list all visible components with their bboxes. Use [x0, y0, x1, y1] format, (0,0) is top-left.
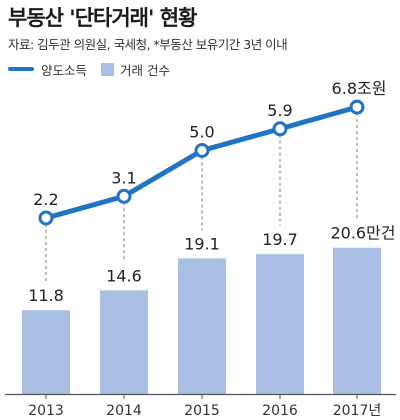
x-tick-label: 2015: [184, 403, 220, 419]
line-point: [194, 143, 210, 158]
bar: [22, 310, 70, 394]
line-point: [349, 99, 365, 115]
x-tick-label: 2013: [28, 403, 64, 419]
bar: [100, 290, 148, 394]
line-value-label: 2.2: [33, 190, 58, 209]
legend-line-label: 양도소득: [41, 62, 88, 78]
legend: 양도소득 거래 건수: [8, 60, 170, 78]
bar: [178, 258, 226, 394]
bar-value-label: 20.6만건: [330, 224, 395, 243]
x-tick-label: 2017년: [333, 403, 382, 419]
legend-bar-label: 거래 건수: [120, 62, 170, 78]
legend-line-swatch: [8, 67, 34, 71]
x-tick-label: 2014: [106, 403, 142, 419]
line-value-label: 5.0: [189, 123, 214, 142]
bar: [256, 254, 304, 394]
line-value-label: 5.9: [267, 101, 292, 120]
legend-bar-swatch: [101, 62, 115, 76]
line-value-label: 3.1: [111, 168, 136, 187]
bar-value-label: 19.7: [262, 230, 298, 249]
page-title: 부동산 '단타거래' 현황: [8, 6, 197, 30]
bar-value-label: 14.6: [106, 266, 142, 285]
source-note: 자료: 김두관 의원실, 국세청, *부동산 보유기간 3년 이내: [8, 37, 288, 52]
bar-value-label: 19.1: [184, 234, 220, 253]
x-tick-label: 2016: [262, 403, 298, 419]
line-point: [272, 121, 288, 137]
line-value-label: 6.8조원: [332, 79, 387, 98]
bar: [333, 247, 381, 394]
bar-value-label: 11.8: [28, 286, 64, 305]
line-point: [38, 210, 54, 226]
line-point: [116, 188, 132, 204]
